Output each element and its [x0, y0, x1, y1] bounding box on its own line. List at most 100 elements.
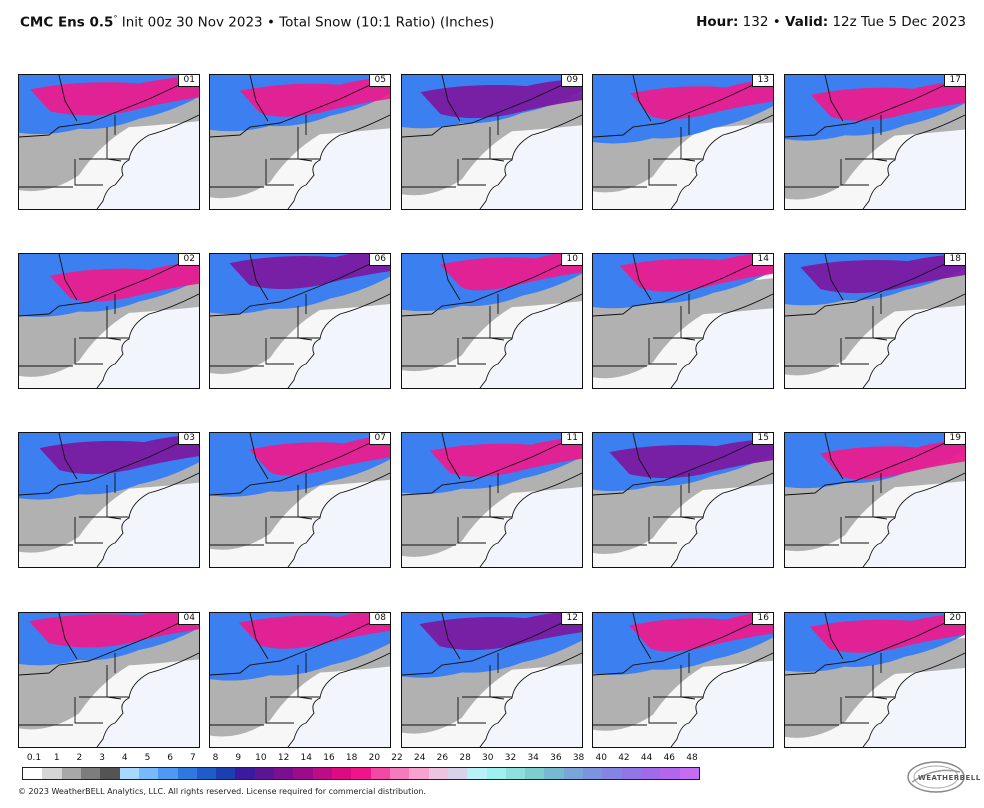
- colorbar-swatch: [332, 768, 352, 779]
- colorbar-tick-label: 30: [482, 753, 494, 763]
- political-borders: [402, 613, 582, 726]
- member-number-label: 15: [751, 433, 773, 445]
- colorbar-swatch: [216, 768, 236, 779]
- snow-map: [785, 613, 965, 747]
- colorbar-swatch: [544, 768, 564, 779]
- colorbar-tick-label: 9: [235, 753, 242, 763]
- heavy-snow-core: [609, 439, 773, 479]
- snow-map: [593, 75, 773, 209]
- ensemble-member-panel: 04: [18, 612, 200, 748]
- colorbar-swatch: [641, 768, 661, 779]
- political-borders: [19, 433, 199, 546]
- coastline: [287, 293, 390, 388]
- coastline: [670, 652, 773, 747]
- ensemble-member-panel: 18: [784, 253, 966, 389]
- snow-map: [402, 613, 582, 747]
- coastline: [479, 114, 582, 209]
- ensemble-member-panel: 06: [209, 253, 391, 389]
- political-borders: [785, 254, 965, 367]
- snow-map: [785, 254, 965, 388]
- member-number-label: 07: [368, 433, 390, 445]
- coastline: [96, 652, 199, 747]
- ensemble-member-panel: 10: [401, 253, 583, 389]
- colorbar-swatch: [679, 768, 699, 779]
- colorbar-swatch: [177, 768, 197, 779]
- ensemble-member-panel: 01: [18, 74, 200, 210]
- snow-map: [19, 75, 199, 209]
- member-number-label: 01: [177, 75, 199, 87]
- coastline: [862, 114, 965, 209]
- colorbar-swatch: [254, 768, 275, 779]
- ensemble-member-panel: 07: [209, 432, 391, 568]
- member-number-label: 10: [560, 254, 582, 266]
- coastline: [862, 652, 965, 747]
- ensemble-member-panel: 16: [592, 612, 774, 748]
- colorbar-tick-label: 40: [595, 753, 607, 763]
- member-number-label: 11: [560, 433, 582, 445]
- colorbar-tick-label: 48: [686, 753, 698, 763]
- ensemble-member-panel: 19: [784, 432, 966, 568]
- member-number-label: 17: [943, 75, 965, 87]
- colorbar-tick-label: 24: [413, 753, 426, 763]
- colorbar-swatch: [621, 768, 641, 779]
- colorbar-swatch: [100, 768, 120, 779]
- political-borders: [19, 75, 199, 188]
- colorbar-tick-label: 8: [212, 753, 219, 763]
- colorbar-swatch: [42, 768, 62, 779]
- colorbar-swatch: [80, 768, 101, 779]
- member-number-label: 03: [177, 433, 199, 445]
- snow-map: [402, 254, 582, 388]
- colorbar-swatch: [525, 768, 545, 779]
- colorbar-swatch: [119, 768, 139, 779]
- ensemble-member-panel: 17: [784, 74, 966, 210]
- colorbar-tick-label: 44: [640, 753, 653, 763]
- valid-bullet: •: [772, 14, 781, 30]
- header: CMC Ens 0.5° Init 00z 30 Nov 2023 • Tota…: [0, 0, 984, 40]
- heavy-snow-core: [800, 254, 965, 294]
- colorbar-swatch: [660, 768, 680, 779]
- coastline: [670, 114, 773, 209]
- colorbar-tick-label: 3: [99, 753, 105, 763]
- member-number-label: 16: [751, 613, 773, 625]
- coastline: [287, 114, 390, 209]
- member-number-label: 05: [368, 75, 390, 87]
- colorbar-swatch: [351, 768, 371, 779]
- political-borders: [593, 254, 773, 367]
- colorbar-tick-label: 46: [663, 753, 676, 763]
- snow-map: [593, 613, 773, 747]
- political-borders: [210, 75, 390, 188]
- heavy-snow-core: [429, 438, 582, 477]
- heavy-snow-core: [239, 78, 390, 117]
- valid-time-info: Hour: 132 • Valid: 12z Tue 5 Dec 2023: [696, 14, 966, 30]
- heavy-snow-core: [630, 81, 773, 120]
- political-borders: [402, 75, 582, 188]
- product-name: Total Snow (10:1 Ratio) (Inches): [279, 14, 495, 31]
- colorbar-swatch: [23, 768, 43, 779]
- ensemble-member-panel: 09: [401, 74, 583, 210]
- colorbar-swatch: [409, 768, 429, 779]
- colorbar-swatch: [61, 768, 81, 779]
- map-title: CMC Ens 0.5° Init 00z 30 Nov 2023 • Tota…: [20, 14, 495, 31]
- coastline: [96, 472, 199, 567]
- copyright-text: © 2023 WeatherBELL Analytics, LLC. All r…: [18, 787, 426, 796]
- colorbar-tick-labels: 0.1 1 2 3 4 5 6 7 8 9 10 12 14 16 18 20 22 24 26 28 30 32 34 36…: [22, 753, 700, 767]
- ensemble-member-panel: 11: [401, 432, 583, 568]
- colorbar-swatch: [370, 768, 390, 779]
- colorbar-swatch: [467, 768, 487, 779]
- heavy-snow-core: [30, 77, 199, 116]
- valid-label: Valid:: [785, 14, 829, 30]
- colorbar-tick-label: 1: [53, 753, 60, 763]
- coastline: [479, 472, 582, 567]
- colorbar-tick-label: 2: [76, 753, 83, 763]
- ensemble-member-panel: 03: [18, 432, 200, 568]
- weatherbell-logo-icon: [907, 761, 965, 793]
- colorbar-tick-label: 34: [527, 753, 539, 763]
- colorbar-tick-label: 6: [167, 753, 173, 763]
- heavy-snow-core: [49, 263, 199, 302]
- colorbar-tick-label: 42: [618, 753, 630, 763]
- coastline: [862, 472, 965, 567]
- snow-colorbar: [22, 767, 700, 780]
- colorbar-tick-label: 26: [436, 753, 449, 763]
- colorbar-tick-label: 32: [504, 753, 517, 763]
- political-borders: [785, 613, 965, 726]
